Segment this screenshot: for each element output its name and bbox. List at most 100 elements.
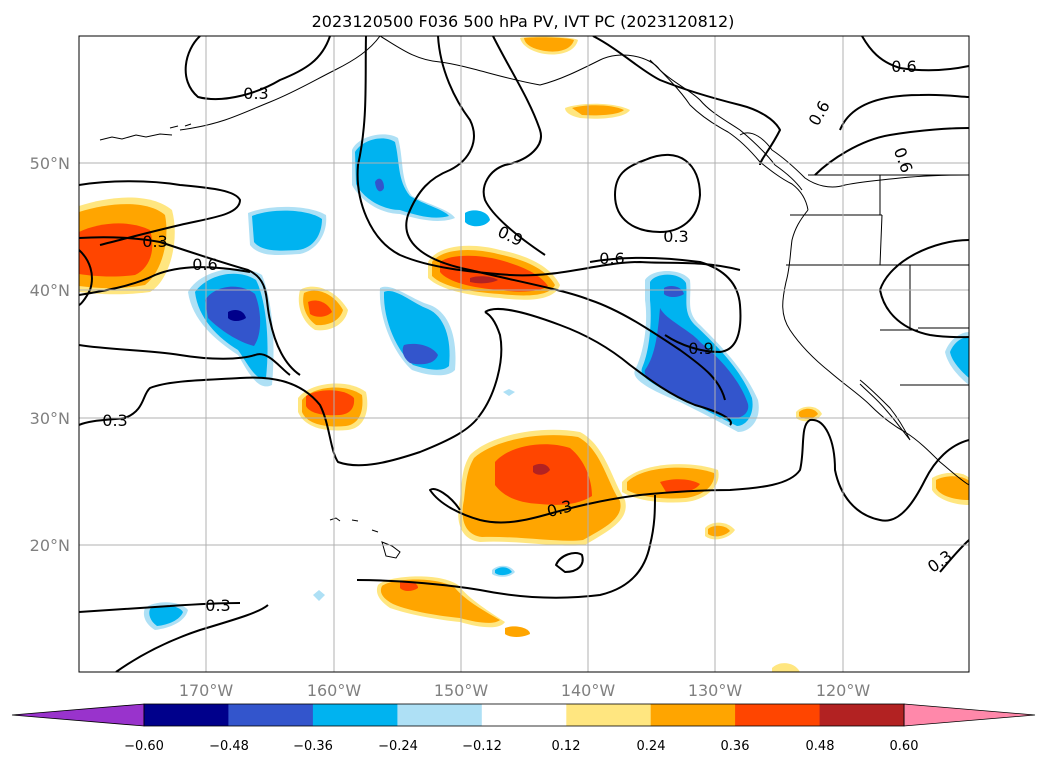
coastline-aleutians (99, 123, 192, 141)
contour-line (939, 539, 969, 573)
negative-anomaly-region (503, 389, 515, 396)
lat-tick-label: 40°N (30, 281, 70, 300)
negative-anomaly-region (149, 605, 183, 626)
contour-line (614, 154, 701, 233)
contour-line (115, 604, 269, 672)
negative-anomaly-region (313, 590, 325, 601)
contour-line (356, 36, 741, 277)
colorbar-segment (144, 704, 229, 726)
colorbar-tick-label: 0.60 (890, 739, 919, 754)
colorbar-tick-label: −0.12 (462, 739, 502, 754)
positive-anomaly-region (524, 37, 574, 52)
lon-tick-labels: 170°W 160°W 150°W 140°W 130°W 120°W (179, 681, 871, 700)
colorbar-segment (481, 704, 567, 726)
contour-line (861, 36, 969, 72)
colorbar-tick-label: 0.36 (721, 739, 750, 754)
negative-anomaly-region (402, 343, 438, 365)
contour-line (592, 36, 781, 166)
contour-label: 0.9 (688, 339, 713, 358)
contour-label: 0.3 (102, 411, 127, 430)
negative-anomaly-region (950, 337, 969, 378)
colorbar-segments (11, 703, 1036, 727)
colorbar-segment (566, 704, 652, 726)
positive-anomaly-region (799, 408, 818, 419)
gridlines (79, 36, 969, 672)
positive-anomaly-region (505, 626, 530, 637)
contour-line (555, 552, 584, 573)
colorbar-segment (228, 704, 314, 726)
contour-line (482, 36, 546, 256)
contour-label: 0.3 (142, 232, 167, 251)
map-background (79, 36, 969, 672)
negative-anomaly-region (495, 567, 512, 576)
contour-label: 0.3 (205, 596, 230, 615)
negative-anomaly-region (252, 210, 322, 251)
colorbar-segment (819, 704, 905, 726)
state-lines (786, 175, 969, 386)
negative-anomaly-region (465, 210, 490, 227)
contour-label: 0.3 (663, 227, 688, 246)
colorbar-tick-label: 0.48 (806, 739, 835, 754)
contour-label: 0.3 (243, 84, 268, 103)
lon-tick-label: 120°W (816, 681, 871, 700)
contour-line (589, 256, 742, 353)
colorbar-segment (735, 704, 821, 726)
positive-anomaly-region (772, 663, 800, 672)
lon-tick-label: 140°W (561, 681, 616, 700)
coastline-baja (859, 379, 911, 441)
contour-layer (79, 36, 969, 672)
lat-tick-labels: 50°N 40°N 30°N 20°N (30, 154, 70, 555)
colorbar-segment (312, 704, 398, 726)
colorbar-tick-label: −0.24 (378, 739, 418, 754)
colorbar-frame (143, 703, 905, 727)
coastline-west-coast (782, 209, 969, 486)
colorbar-segment (650, 704, 736, 726)
map-frame (78, 35, 970, 673)
colorbar-segment (397, 704, 483, 726)
coastline-alaska (379, 36, 803, 191)
colorbar-tick-label: −0.48 (209, 739, 249, 754)
positive-anomaly-region (470, 276, 498, 284)
contour-line (814, 127, 969, 176)
coastline-layer (99, 36, 969, 559)
contour-line (79, 344, 291, 376)
contour-label: 0.6 (192, 255, 217, 274)
colorbar-extend-max (903, 703, 1036, 727)
lat-tick-label: 30°N (30, 409, 70, 428)
lat-tick-label: 20°N (30, 536, 70, 555)
contour-line (79, 180, 241, 246)
colorbar-tick-label: 0.24 (637, 739, 666, 754)
coastline-hawaii (329, 517, 401, 559)
lon-tick-label: 150°W (434, 681, 489, 700)
colorbar-tick-labels: −0.60 −0.48 −0.36 −0.24 −0.12 0.12 0.24 … (124, 739, 918, 754)
negative-anomaly-region (664, 286, 684, 297)
positive-anomaly-region (306, 390, 355, 416)
contour-line (79, 236, 301, 376)
colorbar: −0.60 −0.48 −0.36 −0.24 −0.12 0.12 0.24 … (11, 703, 1036, 754)
positive-anomaly-region (708, 525, 730, 537)
contour-line (879, 239, 969, 339)
colorbar-tick-label: −0.60 (124, 739, 164, 754)
coastline-alaska-panhandle (649, 59, 809, 211)
positive-anomaly-region (936, 476, 969, 500)
negative-anomaly-region (375, 178, 384, 192)
lon-tick-label: 160°W (307, 681, 362, 700)
positive-anomaly-region (400, 581, 418, 591)
positive-anomaly-region (308, 300, 332, 317)
contour-line (79, 602, 241, 613)
contour-label: 0.6 (599, 249, 624, 268)
negative-anomaly-region (228, 310, 246, 321)
positive-anomaly-region (572, 105, 624, 116)
contour-line (839, 93, 969, 131)
contour-line (356, 494, 656, 599)
colorbar-extend-min (11, 703, 145, 727)
contour-line (184, 36, 331, 101)
positive-anomaly-region (533, 463, 550, 475)
positive-anomaly-region (495, 444, 592, 505)
lon-tick-label: 130°W (688, 681, 743, 700)
negative-anomaly-region (355, 138, 449, 218)
colorbar-tick-label: 0.12 (552, 739, 581, 754)
contour-line (405, 36, 726, 401)
map-panel: 0.3 0.3 0.3 0.3 0.3 0.3 0.6 0.6 0.6 0.6 … (78, 35, 970, 673)
